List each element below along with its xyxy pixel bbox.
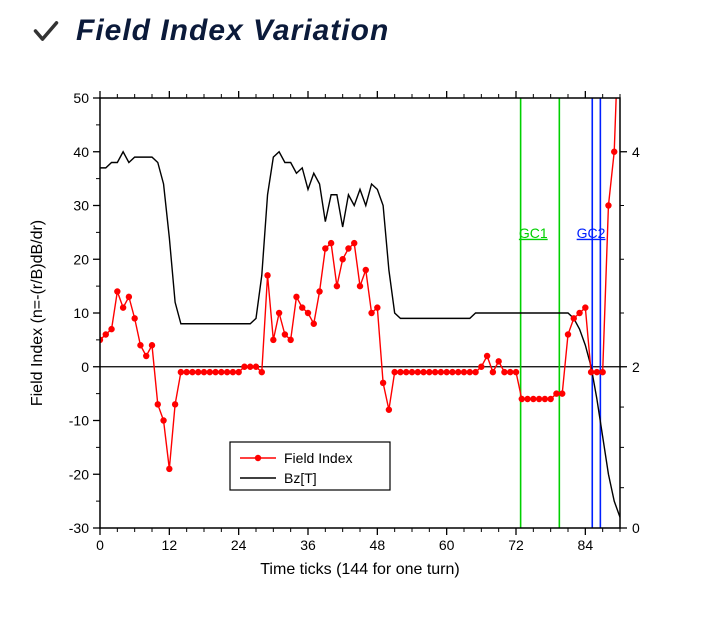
x-tick-label: 12: [162, 537, 178, 553]
y-left-tick-label: -20: [69, 466, 89, 482]
y-right-tick-label: 4: [632, 144, 640, 160]
gc1-label: GC1: [519, 225, 548, 241]
gc2-label: GC2: [577, 225, 606, 241]
x-tick-label: 36: [300, 537, 316, 553]
y-right-tick-label: 2: [632, 359, 640, 375]
legend-item-label: Bz[T]: [284, 470, 317, 486]
x-tick-label: 72: [508, 537, 524, 553]
y-left-tick-label: 10: [73, 305, 89, 321]
y-left-tick-label: 40: [73, 144, 89, 160]
y-left-tick-label: 0: [81, 359, 89, 375]
x-tick-label: 48: [370, 537, 386, 553]
x-tick-label: 24: [231, 537, 247, 553]
legend: Field Index Bz[T]: [230, 442, 390, 490]
x-tick-label: 0: [96, 537, 104, 553]
x-tick-label: 84: [578, 537, 594, 553]
y-right-tick-label: 0: [632, 520, 640, 536]
y-left-tick-label: -30: [69, 520, 89, 536]
x-axis-label: Time ticks (144 for one turn): [260, 561, 459, 578]
y-left-tick-label: 30: [73, 198, 89, 214]
y-left-tick-label: 50: [73, 90, 89, 106]
y-left-tick-label: 20: [73, 251, 89, 267]
legend-item-label: Field Index: [284, 450, 352, 466]
x-tick-label: 60: [439, 537, 455, 553]
y-left-tick-label: -10: [69, 413, 89, 429]
y-axis-label: Field Index (n=-(r/B)dB/dr): [29, 220, 46, 406]
field-index-chart: 012243648607284-30-20-1001020304050024Ti…: [0, 0, 716, 630]
